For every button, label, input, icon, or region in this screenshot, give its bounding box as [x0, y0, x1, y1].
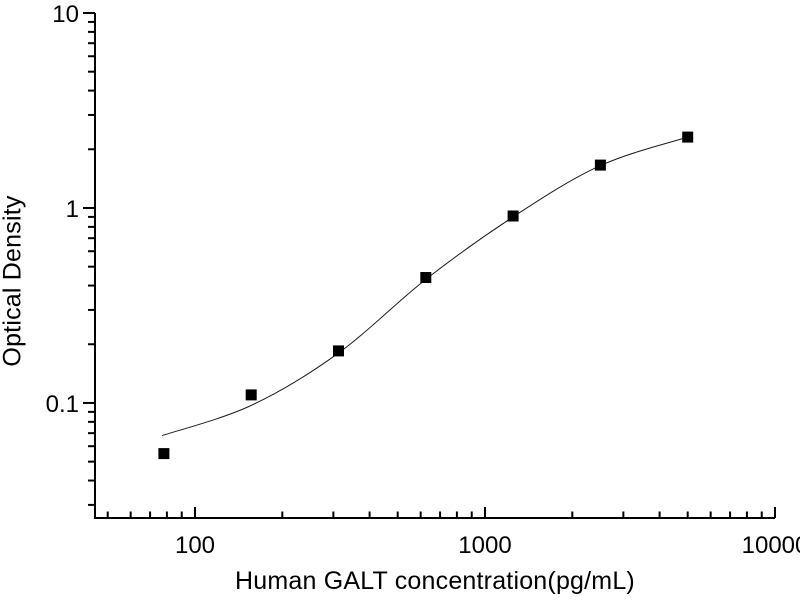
- x-axis-title: Human GALT concentration(pg/mL): [235, 567, 635, 595]
- data-point-square: [682, 131, 694, 143]
- data-point-square: [420, 272, 432, 283]
- y-tick-label: 0.1: [46, 391, 79, 418]
- x-tick-label: 1000: [458, 532, 511, 559]
- data-point-square: [333, 345, 344, 357]
- data-point-square: [245, 389, 257, 401]
- fit-curve-line: [161, 136, 688, 437]
- y-tick-label: 10: [52, 1, 79, 28]
- y-axis-title: Optical Density: [0, 195, 27, 367]
- data-point-square: [158, 448, 170, 460]
- axes-frame: [94, 13, 775, 519]
- data-point-square: [507, 210, 519, 222]
- data-point-square: [594, 159, 606, 171]
- x-tick-label: 100: [175, 532, 215, 559]
- y-tick-label: 1: [66, 196, 79, 223]
